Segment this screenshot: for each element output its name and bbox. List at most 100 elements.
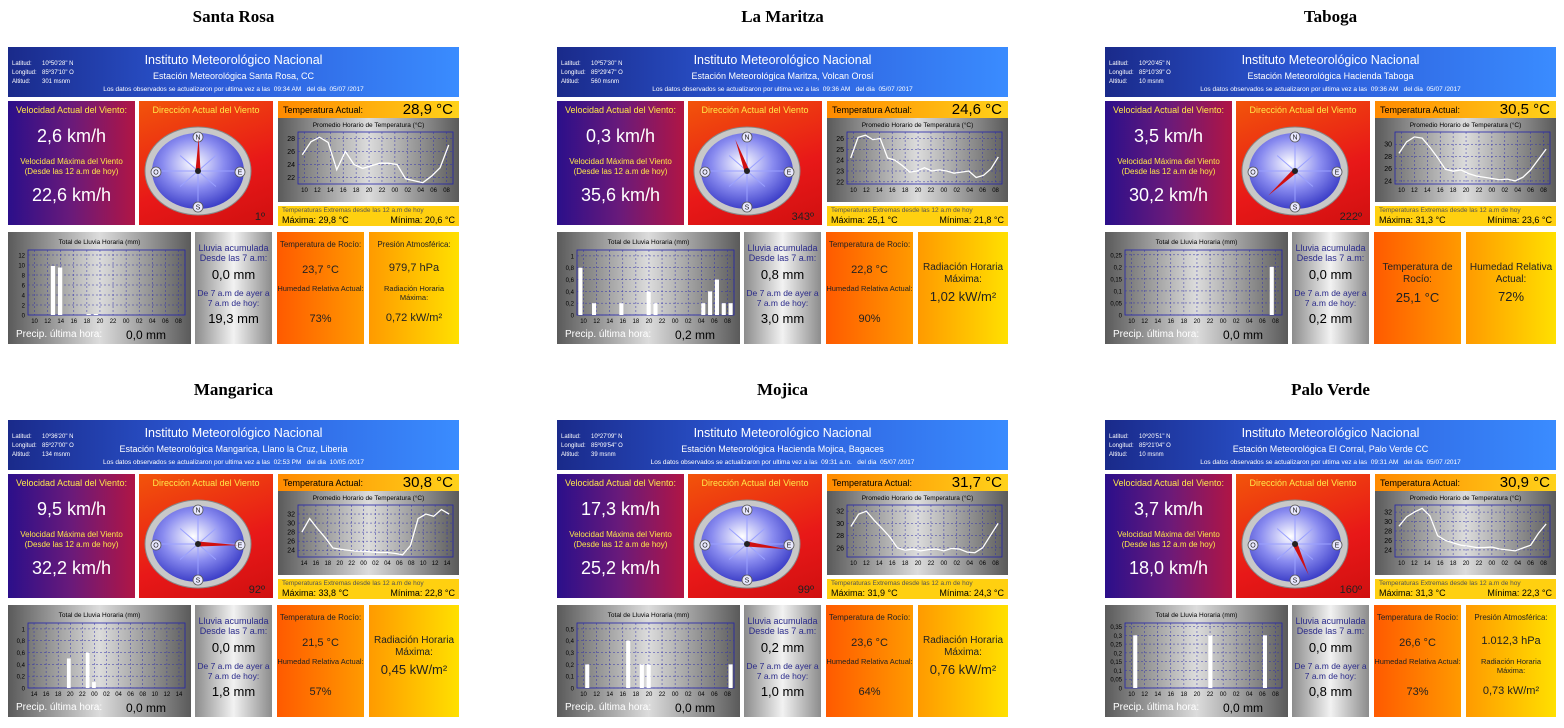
- x-tick-label: 20: [1463, 188, 1470, 194]
- compass: N S E O: [693, 499, 801, 589]
- update-mid: del dia: [855, 86, 875, 93]
- wind-arrow: [735, 139, 750, 172]
- compass-ray: [728, 528, 748, 545]
- temperature-series-line: [301, 136, 450, 184]
- rain-bar: [728, 303, 733, 315]
- update-line: Los datos observados se actualizaron por…: [8, 86, 459, 93]
- x-tick-label: 16: [1437, 188, 1444, 194]
- x-tick-label: 18: [1181, 319, 1188, 325]
- y-tick-label: 0,3: [566, 651, 575, 657]
- x-tick-label: 16: [1437, 561, 1444, 567]
- x-tick-label: 12: [1141, 692, 1148, 698]
- x-tick-label: 06: [430, 188, 437, 194]
- precip-last-hour-label: Precip. última hora:: [565, 702, 652, 713]
- wind-max-value: 18,0 km/h: [1128, 558, 1209, 578]
- station-card: Instituto Meteorológico Nacional Estación…: [8, 420, 459, 718]
- dew-humidity-box: Temperatura de Rocío: 23,7 °C Humedad Rela…: [277, 232, 364, 344]
- temp-min-label: Mínima:: [939, 215, 972, 225]
- pressure-label: Presión Atmosférica:: [1474, 613, 1548, 622]
- x-tick-label: 12: [314, 188, 321, 194]
- update-mid: del dia: [1403, 459, 1423, 466]
- compass-point-circle: [699, 166, 711, 178]
- update-prefix: Los datos observados se actualizaron por…: [650, 459, 818, 466]
- altitude-value: 10 msnm: [1139, 79, 1164, 85]
- rain-yesterday-label: De 7 a.m de ayer a 7 a.m de hoy:: [1294, 288, 1367, 308]
- temp-current-value: 30,8 °C: [402, 474, 453, 491]
- wind-current-value: 17,3 km/h: [580, 499, 661, 519]
- y-tick-label: 25: [836, 147, 844, 154]
- x-tick-label: 04: [1514, 561, 1521, 567]
- compass-ray: [728, 170, 748, 187]
- x-tick-label: 22: [1476, 188, 1483, 194]
- station-title: Santa Rosa: [192, 7, 275, 26]
- dew-humidity-box: Temperatura de Rocío: 23,6 °C Humedad Rela…: [826, 605, 913, 717]
- y-tick-label: 0,35: [1110, 625, 1122, 631]
- temperature-series-line: [850, 134, 999, 179]
- dew-value: 23,6 °C: [851, 637, 888, 649]
- pressure-radiation-box: Radiación Horaria Máxima: 1,02 kW/m²: [918, 232, 1008, 344]
- update-time: 09:36 AM: [822, 86, 851, 93]
- y-tick-label: 0,4: [17, 663, 26, 669]
- plot-area: [297, 131, 454, 185]
- x-tick-label: 16: [1167, 319, 1174, 325]
- dew-label: Temperatura de Rocío:: [1382, 262, 1453, 285]
- rain-chart: Total de Lluvia Horaria (mm) 0 0,2 0,4 0,6 0,…: [557, 232, 740, 344]
- x-tick-label: 04: [115, 692, 122, 698]
- update-date: 05/07 /2017: [878, 86, 913, 93]
- temp-current-label: Temperatura Actual:: [1380, 105, 1461, 115]
- wind-direction-degrees: 92º: [248, 584, 265, 596]
- y-tick-label: 0,2: [1114, 651, 1123, 657]
- y-tick-label: 24: [1384, 547, 1392, 554]
- x-tick-label: 12: [1141, 319, 1148, 325]
- compass-point-n: N: [195, 135, 200, 142]
- compass-point-circle: [741, 574, 753, 586]
- station-card: Instituto Meteorológico Nacional Estación…: [1105, 47, 1556, 345]
- rain-chart: Total de Lluvia Horaria (mm) 0 0,05 0,1 0,15…: [1105, 605, 1288, 717]
- compass-point-circle: [741, 201, 753, 213]
- compass-ray: [746, 155, 766, 172]
- coordinates: Latitud: 10º27'09" N Longitud: 85º09'54" O A…: [561, 433, 623, 460]
- current-temperature-bar: Temperatura Actual: 24,6 °C: [827, 101, 1008, 118]
- x-tick-label: 00: [672, 692, 679, 698]
- current-temperature-bar: Temperatura Actual: 30,9 °C: [1375, 474, 1556, 491]
- x-tick-label: 04: [149, 319, 156, 325]
- station-panel: Mangarica Instituto Meteorológico Naciona…: [8, 373, 459, 723]
- coordinates: Latitud: 10º20'51" N Longitud: 85º21'04" O A…: [1109, 433, 1171, 460]
- chart-title: Promedio Horario de Temperatura (°C): [313, 121, 425, 129]
- update-mid: del dia: [306, 459, 326, 466]
- x-tick-label: 18: [84, 319, 91, 325]
- rain-yesterday-label: De 7 a.m de ayer a 7 a.m de hoy:: [197, 288, 270, 308]
- y-tick-label: 8: [22, 274, 26, 280]
- rain-accumulated-box: Lluvia acumulada Desde las 7 a.m: 0,2 mm D…: [744, 605, 821, 717]
- latitude-value: 10º27'09" N: [591, 434, 623, 440]
- compass-ray: [197, 155, 217, 172]
- rain-chart-svg: Total de Lluvia Horaria (mm) 0 0,2 0,4 0,6 0,…: [8, 605, 191, 717]
- x-tick-label: 04: [698, 692, 705, 698]
- temperature-chart: Promedio Horario de Temperatura (°C) 24 26…: [1375, 118, 1556, 202]
- humidity-value: 72%: [1497, 289, 1525, 304]
- altitude-row: Altitud: 10 msnm: [1109, 78, 1171, 87]
- station-full-name: Estación Meteorológica Santa Rosa, CC: [152, 71, 315, 81]
- coordinates: Latitud: 10º20'45" N Longitud: 85º10'39" O A…: [1109, 60, 1171, 87]
- compass-point-o: O: [153, 543, 159, 550]
- wind-direction-degrees: 222º: [1339, 211, 1362, 223]
- altitude-row: Altitud: 39 msnm: [561, 451, 623, 460]
- compass-point-circle: [150, 539, 162, 551]
- wind-max-label: Velocidad Máxima del Viento (Desde las 1…: [569, 530, 672, 549]
- chart-background: [8, 232, 191, 344]
- x-tick-label: 02: [1501, 561, 1508, 567]
- x-tick-label: 12: [1411, 561, 1418, 567]
- coordinates: Latitud: 10º36'20" N Longitud: 85º27'00" O A…: [12, 433, 74, 460]
- longitude-value: 85º27'00" O: [42, 443, 74, 449]
- humidity-value: 73%: [309, 313, 332, 325]
- pressure-radiation-box: Radiación Horaria Máxima: 0,45 kW/m²: [369, 605, 459, 717]
- x-tick-label: 12: [593, 692, 600, 698]
- chart-title: Total de Lluvia Horaria (mm): [59, 612, 141, 619]
- latitude-label: Latitud:: [12, 61, 32, 67]
- x-tick-label: 16: [1167, 692, 1174, 698]
- rain-accumulated-box: Lluvia acumulada Desde las 7 a.m: 0,0 mm D…: [1292, 232, 1369, 344]
- wind-direction-box: Dirección Actual del Viento N S E O 1º: [139, 101, 273, 225]
- y-tick-label: 0: [571, 314, 575, 320]
- precip-last-hour-label: Precip. última hora:: [16, 702, 103, 713]
- x-tick-label: 14: [327, 188, 334, 194]
